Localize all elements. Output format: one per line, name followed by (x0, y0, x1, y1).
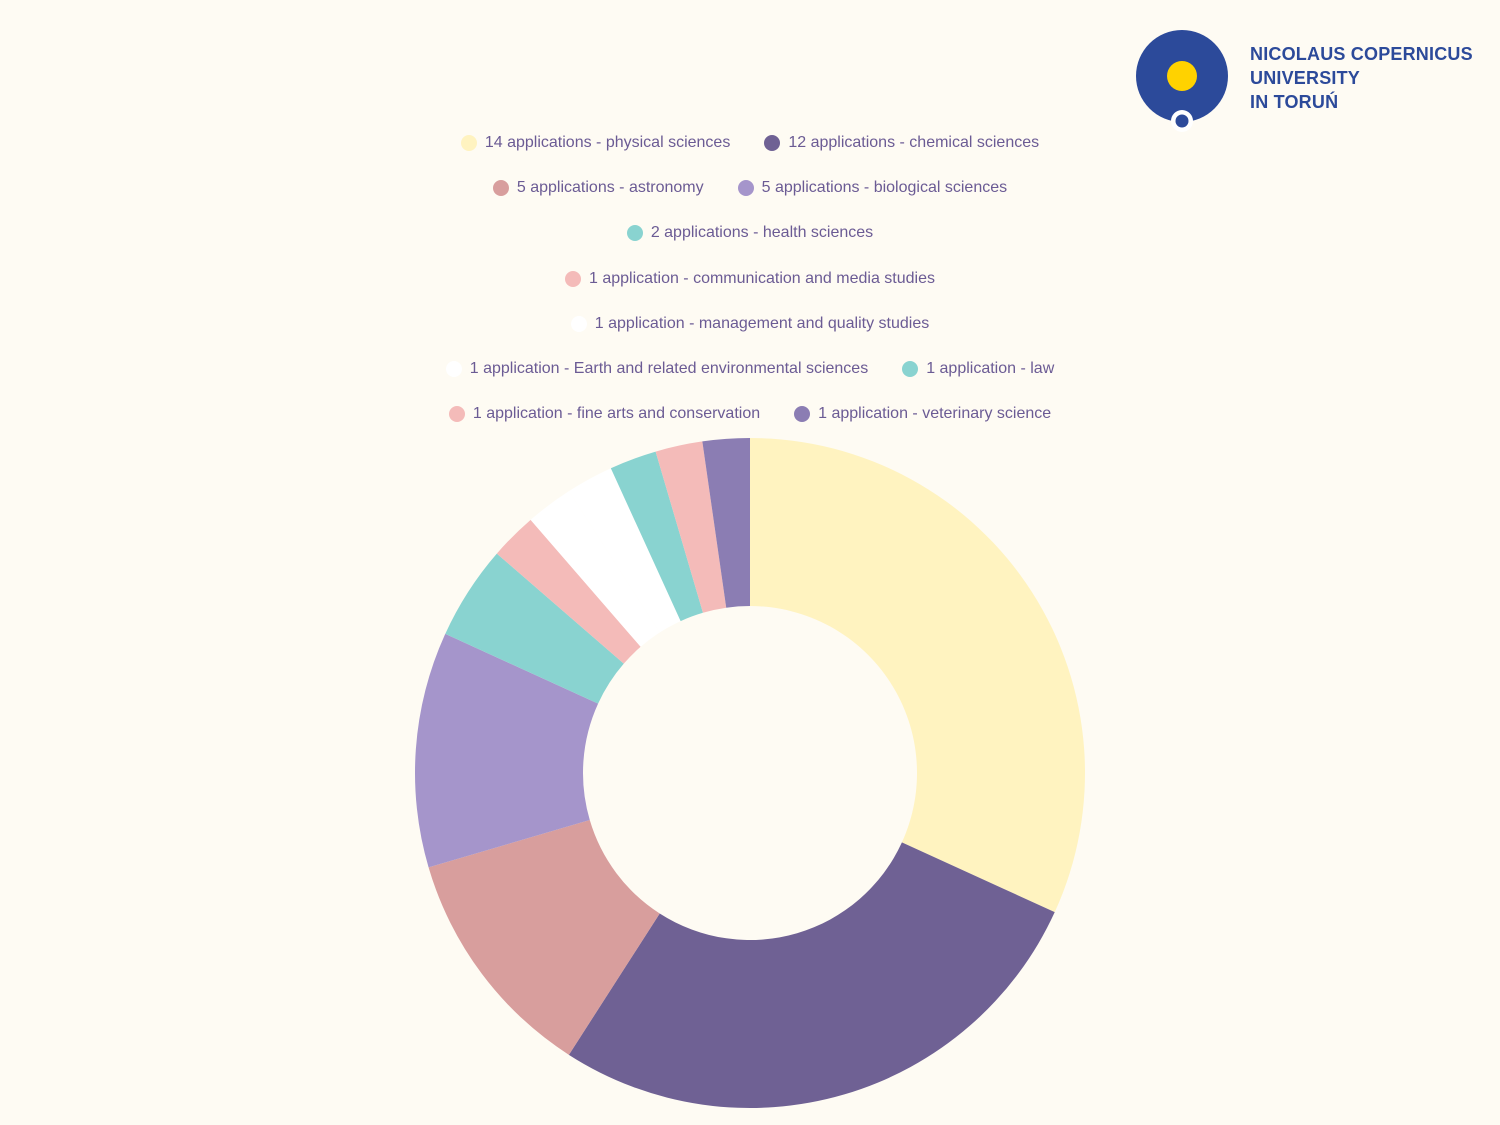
logo-emblem-icon (1136, 30, 1228, 132)
legend-dot (460, 134, 477, 151)
legend-label: 5 applications - astronomy (516, 178, 704, 196)
legend-item[interactable]: 1 application - fine arts and conservati… (448, 405, 761, 423)
logo-line-1: NICOLAUS COPERNICUS (1250, 44, 1473, 64)
legend-row: 1 application - management and quality s… (0, 301, 1500, 346)
donut-slice-management-and-quality-studies[interactable] (530, 491, 660, 647)
legend-item[interactable]: 1 application - management and quality s… (570, 314, 930, 333)
donut-slice-health-sciences[interactable] (445, 553, 624, 704)
legend-row: 14 applications - physical sciences 12 ap… (0, 120, 1500, 165)
legend-item[interactable]: 2 applications - health sciences (626, 224, 874, 242)
legend-dot (448, 406, 465, 423)
legend-label: 1 application - veterinary science (818, 405, 1052, 423)
legend-row: 2 applications - health sciences (0, 211, 1500, 256)
legend-dot (794, 406, 811, 423)
legend-row: 5 applications - astronomy 5 applications… (0, 165, 1500, 210)
legend-label: 1 application - management and quality s… (594, 314, 930, 332)
university-logo: NICOLAUS COPERNICUS UNIVERSITY IN TORUŃ (1136, 30, 1473, 132)
legend-item[interactable]: 1 application - communication and media … (565, 270, 935, 288)
legend-label: 1 application - communication and media … (589, 269, 935, 287)
donut-slice-law[interactable] (610, 451, 703, 622)
donut-slice-physical-sciences[interactable] (750, 438, 1085, 913)
legend-dot (570, 315, 587, 332)
legend-label: 1 application - Earth and related enviro… (469, 360, 869, 378)
legend-item[interactable]: 1 application - veterinary science (794, 405, 1051, 423)
legend-row: 1 application - Earth and related enviro… (0, 346, 1500, 391)
donut-slice-fine-arts-and-conservation[interactable] (655, 441, 727, 613)
legend-dot (764, 134, 781, 151)
donut-slice-communication-and-media-studies[interactable] (496, 519, 641, 664)
legend-label: 1 application - law (926, 360, 1055, 378)
donut-slice-veterinary-science[interactable] (702, 438, 750, 608)
legend-label: 14 applications - physical sciences (484, 133, 731, 151)
legend-item[interactable]: 12 applications - chemical sciences (764, 134, 1039, 152)
legend-label: 1 application - fine arts and conservati… (472, 405, 761, 423)
legend-dot (626, 225, 643, 242)
logo-line-2: UNIVERSITY (1250, 68, 1361, 88)
legend-item[interactable]: 1 application - Earth and related enviro… (445, 360, 869, 378)
legend-item[interactable]: 5 applications - biological sciences (737, 178, 1008, 197)
legend-item[interactable]: 5 applications - astronomy (492, 178, 704, 197)
legend-label: 2 applications - health sciences (650, 224, 874, 242)
chart-legend: 14 applications - physical sciences 12 ap… (0, 120, 1500, 437)
legend-row: 1 application - fine arts and conservati… (0, 392, 1500, 437)
legend-row: 1 application - communication and media … (0, 256, 1500, 301)
legend-dot (492, 179, 509, 196)
legend-label: 5 applications - biological sciences (761, 178, 1008, 196)
legend-dot (902, 361, 919, 378)
logo-text: NICOLAUS COPERNICUS UNIVERSITY IN TORUŃ (1250, 42, 1473, 114)
donut-slice-astronomy[interactable] (428, 820, 660, 1055)
legend-item[interactable]: 1 application - law (902, 360, 1054, 378)
logo-line-3: IN TORUŃ (1250, 92, 1339, 112)
legend-dot (737, 179, 754, 196)
legend-label: 12 applications - chemical sciences (788, 133, 1040, 151)
donut-slice-earth-and-related-environmental-sciences[interactable] (568, 468, 681, 633)
donut-slice-biological-sciences[interactable] (415, 633, 599, 868)
donut-slice-chemical-sciences[interactable] (568, 842, 1055, 1108)
legend-dot (565, 270, 582, 287)
legend-dot (445, 361, 462, 378)
legend-item[interactable]: 14 applications - physical sciences (460, 133, 731, 152)
